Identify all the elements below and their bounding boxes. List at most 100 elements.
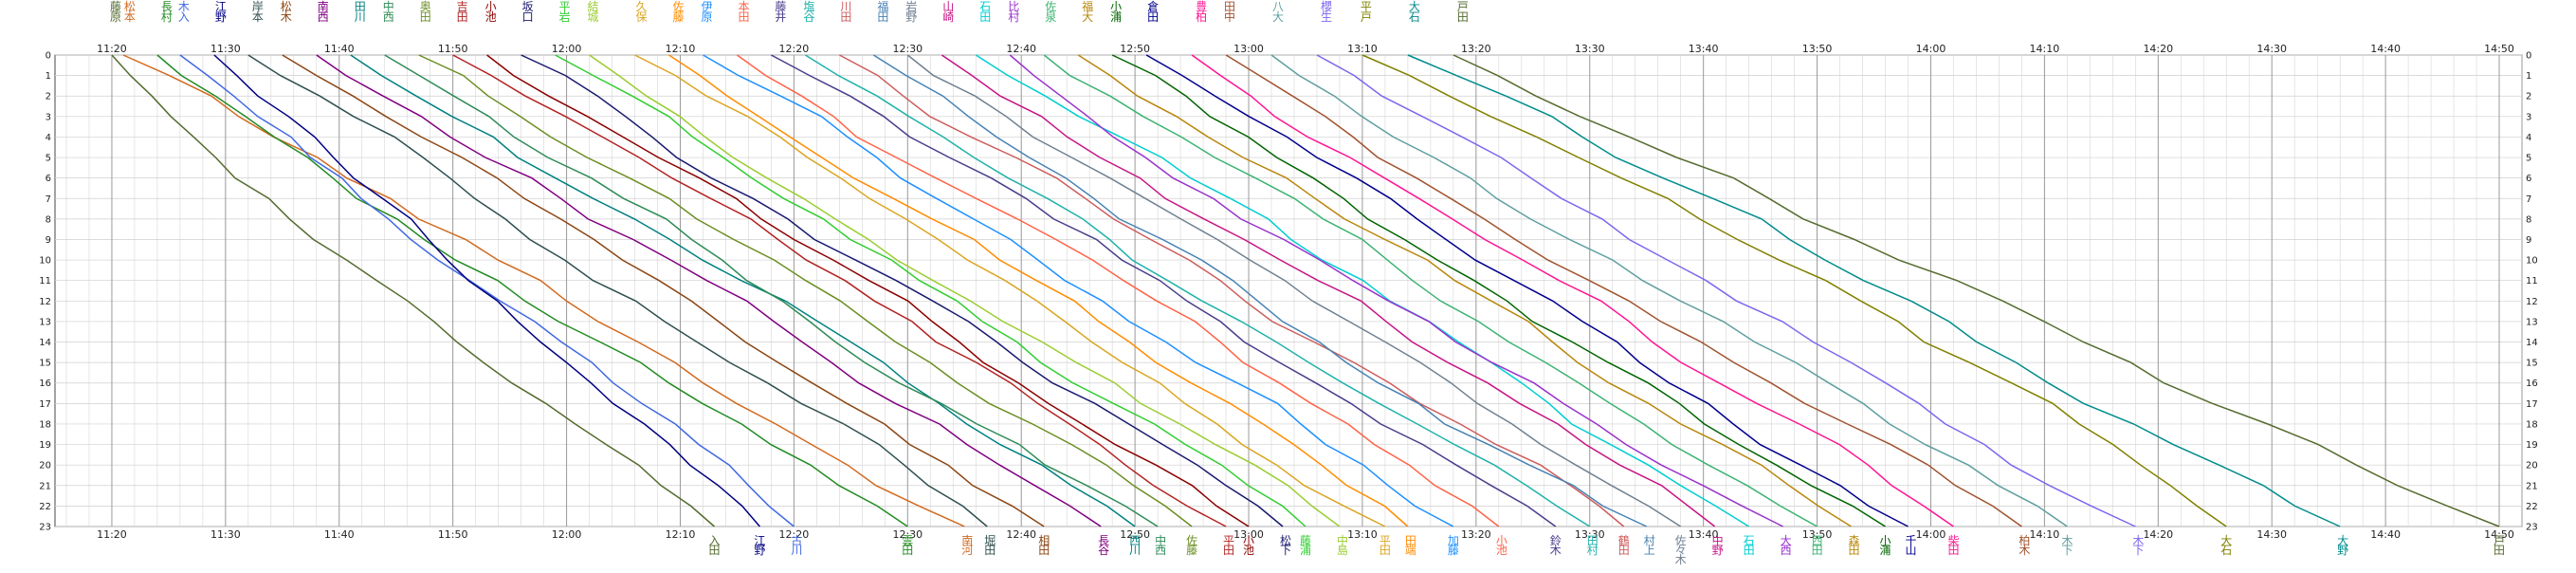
series-top-label: 田: [1457, 10, 1469, 24]
series-top-label: 吉: [457, 0, 468, 13]
series-top-label: 井: [775, 10, 786, 24]
series-line: [282, 54, 1045, 527]
series-top-label: 西: [383, 10, 394, 24]
series-top-label: 田: [420, 10, 431, 24]
series-top-label: 南: [318, 0, 329, 13]
series-top-label: 中: [1224, 9, 1235, 24]
series-bottom-label: 田: [1587, 534, 1599, 547]
series-line: [156, 54, 908, 527]
y-tick-label-right: 7: [2526, 194, 2531, 205]
y-tick-label-right: 9: [2526, 235, 2531, 246]
y-tick-label-left: 22: [39, 502, 51, 512]
series-top-label: 西: [318, 10, 329, 24]
series-bottom-label: 松: [1280, 534, 1291, 547]
x-tick-label-bottom: 12:50: [1120, 528, 1150, 541]
y-tick-label-left: 7: [46, 194, 51, 205]
series-bottom-label: 上: [1644, 544, 1655, 557]
series-bottom-label: 石: [2220, 544, 2232, 557]
y-tick-label-right: 16: [2526, 379, 2538, 389]
series-bottom-label: 田: [902, 544, 913, 557]
y-tick-label-right: 6: [2526, 174, 2531, 184]
y-tick-label-right: 17: [2526, 399, 2538, 410]
series-bottom-label: 田: [1947, 544, 1959, 557]
y-tick-label-left: 6: [46, 174, 51, 184]
series-line: [555, 54, 1306, 527]
series-bottom-label: 川: [791, 544, 802, 557]
series-top-label: 久: [636, 0, 648, 13]
series-top-label: 村: [1008, 10, 1019, 24]
series-bottom-label: 雲: [902, 534, 913, 547]
x-tick-label-bottom: 14:00: [1916, 528, 1946, 541]
series-bottom-label: 中: [1155, 533, 1166, 547]
x-tick-label-bottom: 11:20: [97, 528, 127, 541]
series-bottom-label: 小: [1243, 534, 1254, 547]
series-top-label: 田: [738, 10, 749, 24]
series-bottom-label: 河: [961, 544, 973, 557]
y-tick-label-left: 0: [46, 51, 51, 62]
series-line: [452, 54, 1227, 527]
series-bottom-label: 小: [1880, 534, 1891, 547]
series-top-label: 江: [215, 0, 227, 13]
series-top-label: 田: [877, 10, 888, 24]
y-tick-label-right: 11: [2526, 276, 2538, 286]
series-bottom-label: 千: [1905, 534, 1916, 547]
x-tick-label-top: 13:50: [1802, 43, 1833, 55]
series-top-label: 崎: [942, 10, 954, 24]
y-tick-label-left: 17: [39, 399, 51, 410]
series-lines: [111, 54, 2500, 527]
series-top-label: 池: [485, 10, 497, 24]
series-bottom-label: 戸: [2494, 534, 2505, 547]
y-tick-label-left: 3: [46, 112, 51, 122]
y-tick-label-left: 2: [46, 92, 51, 102]
series-top-label: 大: [1082, 10, 1093, 24]
x-tick-label-bottom: 13:30: [1575, 528, 1605, 541]
series-line: [384, 54, 1159, 527]
x-tick-label-bottom: 11:40: [324, 528, 355, 541]
x-tick-label-bottom: 14:20: [2143, 528, 2173, 541]
series-top-label: 佐: [672, 0, 684, 13]
x-tick-label-top: 14:20: [2143, 43, 2173, 55]
series-top-label: 比: [1008, 0, 1019, 13]
series-bottom-label: 田: [1038, 544, 1050, 557]
series-bottom-label: 野: [1712, 544, 1724, 557]
y-tick-label-left: 10: [39, 256, 51, 267]
y-tick-label-left: 23: [39, 523, 51, 533]
series-bottom-label: 田: [2494, 544, 2505, 557]
series-top-label: 塩: [803, 0, 814, 13]
series-line: [111, 54, 715, 527]
series-bottom-label: 端: [1405, 544, 1416, 557]
series-top-label: 田: [1147, 10, 1159, 24]
x-tick-label-top: 13:10: [1347, 43, 1378, 55]
series-bottom-label: 木: [1550, 544, 1562, 557]
series-bottom-label: 森: [1849, 533, 1860, 547]
x-tick-label-bottom: 13:40: [1689, 528, 1719, 541]
x-tick-label-bottom: 12:20: [779, 528, 810, 541]
series-top-label: 奥: [420, 0, 431, 13]
y-tick-label-right: 1: [2526, 71, 2531, 82]
series-top-label: 木: [178, 0, 190, 13]
y-tick-label-left: 8: [46, 214, 51, 225]
series-line: [1225, 54, 2022, 527]
y-tick-label-left: 20: [39, 461, 51, 471]
series-top-label: 伊: [701, 0, 712, 13]
series-bottom-label: 佐: [1675, 534, 1687, 547]
series-bottom-label: 佐: [1186, 534, 1197, 547]
series-top-label: 山: [942, 0, 954, 13]
series-bottom-label: 野: [2337, 544, 2348, 557]
x-tick-label-bottom: 13:00: [1233, 528, 1264, 541]
series-top-label: 岩: [905, 0, 917, 13]
series-bottom-label: 相: [1038, 534, 1050, 547]
series-bottom-label: 田: [1405, 534, 1416, 547]
series-bottom-label: 堀: [984, 533, 996, 547]
series-bottom-label: 西: [1812, 534, 1823, 547]
x-tick-label-bottom: 12:40: [1006, 528, 1036, 541]
series-bottom-label: 田: [1618, 544, 1630, 557]
series-line: [703, 54, 1454, 527]
series-bottom-label: 西: [1129, 534, 1141, 547]
series-bottom-label: 藤: [1448, 544, 1459, 557]
series-bottom-label: 中: [1337, 533, 1348, 547]
series-top-label: 小: [1110, 0, 1122, 13]
series-line: [1452, 54, 2500, 527]
x-tick-label-bottom: 14:50: [2484, 528, 2514, 541]
